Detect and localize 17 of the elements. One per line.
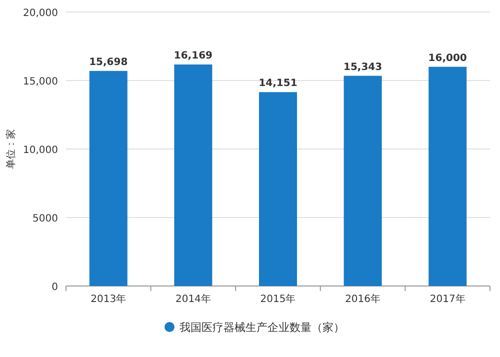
x-tick-label: 2014年 [175, 293, 211, 305]
y-axis-title: 单位：家 [5, 129, 17, 169]
data-label: 16,000 [428, 52, 467, 64]
x-tick-label: 2015年 [260, 293, 296, 305]
y-tick-label: 10,000 [23, 145, 58, 156]
x-tick-label: 2013年 [90, 293, 126, 305]
y-tick-label: 5000 [32, 214, 58, 224]
legend-label: 我国医疗器械生产企业数量（家） [180, 321, 344, 334]
y-tick-label: 0 [52, 282, 58, 293]
x-tick-label: 2017年 [430, 293, 466, 305]
x-tick-label: 2016年 [345, 293, 381, 305]
y-tick-label: 20,000 [23, 8, 58, 19]
y-tick-label: 15,000 [23, 76, 58, 88]
data-label: 14,151 [258, 78, 298, 90]
data-label: 16,169 [174, 50, 213, 62]
data-label: 15,343 [344, 62, 382, 73]
data-label: 15,698 [89, 56, 128, 68]
